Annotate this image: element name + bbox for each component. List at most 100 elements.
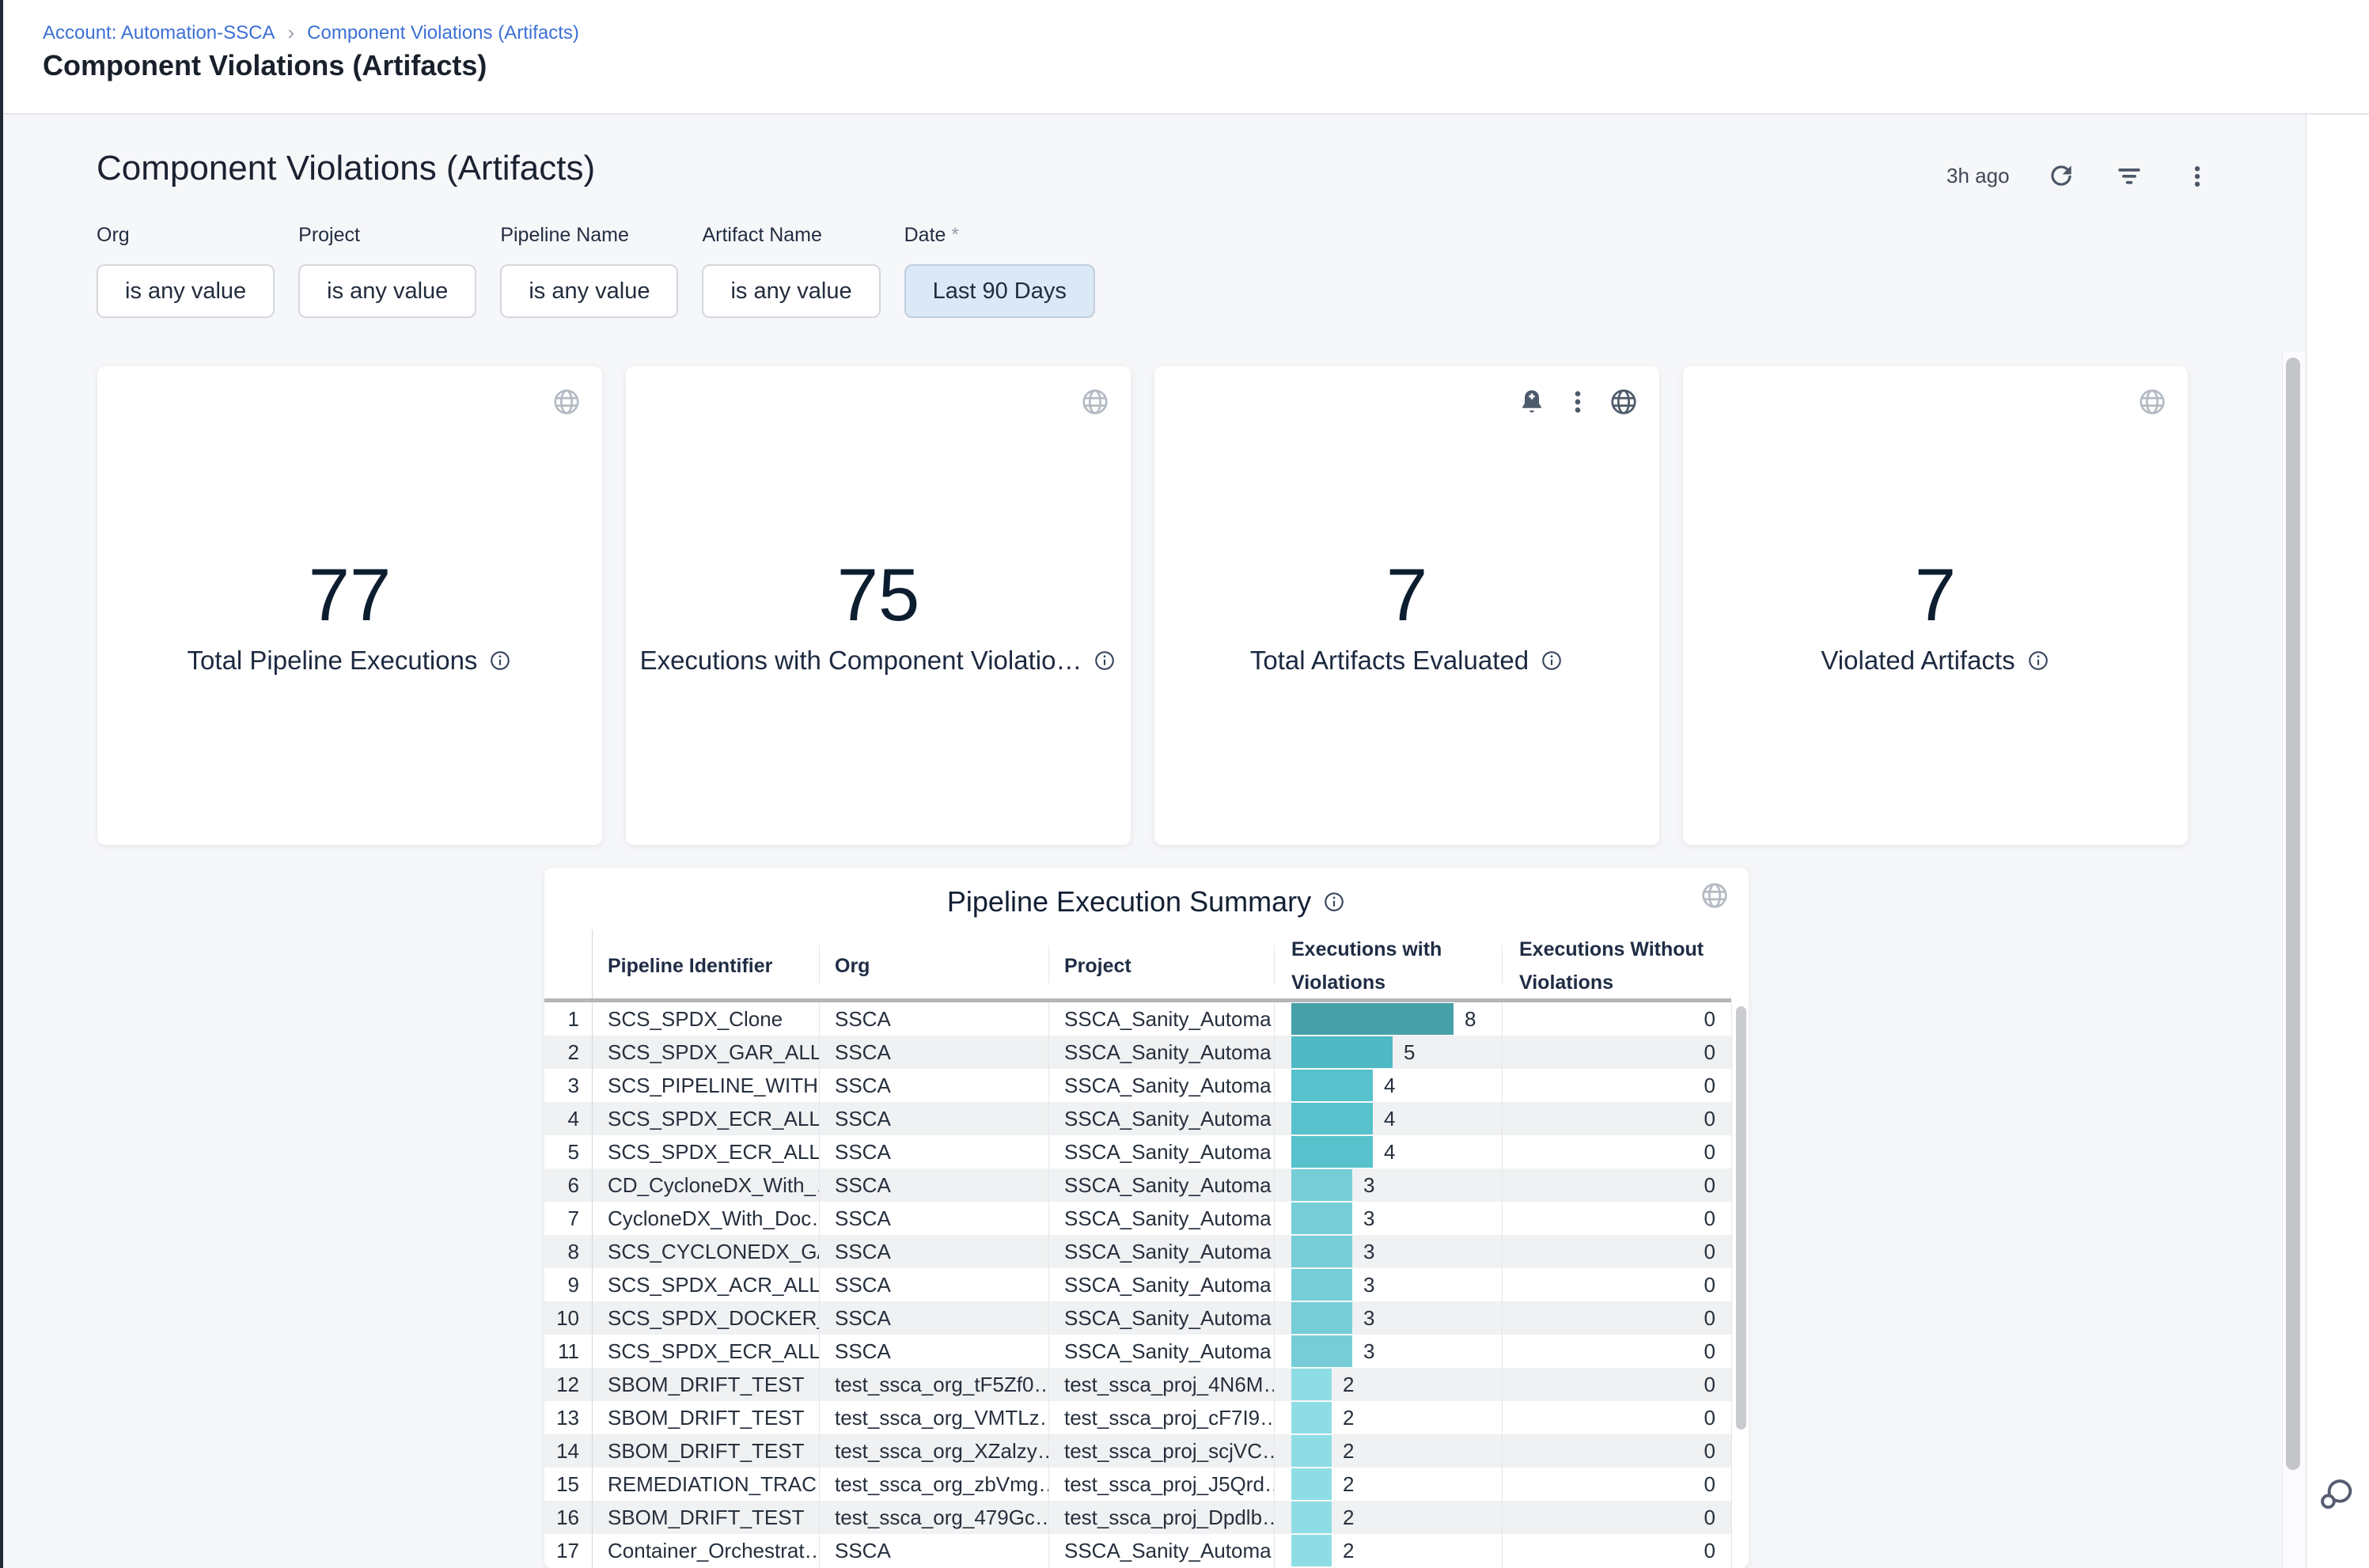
table-row[interactable]: 10 SCS_SPDX_DOCKER_… SSCA SSCA_Sanity_Au… <box>544 1301 1731 1335</box>
breadcrumb-account-link[interactable]: Account: Automation-SSCA <box>43 22 275 44</box>
cell-org: test_ssca_org_VMTLz… <box>819 1406 1048 1430</box>
cell-without-violations: 0 <box>1502 1539 1731 1563</box>
column-divider <box>1048 1002 1049 1568</box>
violations-bar[interactable] <box>1291 1003 1454 1035</box>
refresh-icon <box>2046 161 2076 191</box>
app-window: Account: Automation-SSCA › Component Vio… <box>0 0 2369 1568</box>
info-icon[interactable] <box>1540 649 1564 672</box>
violations-bar[interactable] <box>1291 1435 1332 1467</box>
filter-value-button[interactable]: is any value <box>500 264 678 318</box>
cell-with-violations: 3 <box>1363 1206 1374 1231</box>
cell-without-violations: 0 <box>1502 1040 1731 1065</box>
filter-value-button[interactable]: is any value <box>298 264 476 318</box>
kpi-card: 7 Violated Artifacts <box>1683 366 2188 845</box>
cell-pipeline: REMEDIATION_TRAC… <box>592 1472 819 1497</box>
info-icon[interactable] <box>1322 890 1346 914</box>
globe-icon[interactable] <box>2137 387 2167 417</box>
cell-org: test_ssca_org_zbVmg… <box>819 1472 1048 1497</box>
column-header-project[interactable]: Project <box>1048 949 1274 983</box>
filter-value-button[interactable]: Last 90 Days <box>904 264 1095 318</box>
table-row[interactable]: 1 SCS_SPDX_Clone SSCA SSCA_Sanity_Automa… <box>544 1002 1731 1036</box>
table-row[interactable]: 15 REMEDIATION_TRAC… test_ssca_org_zbVmg… <box>544 1468 1731 1501</box>
cell-without-violations: 0 <box>1502 1306 1731 1331</box>
cell-project: test_ssca_proj_4N6M… <box>1048 1373 1274 1397</box>
globe-icon[interactable] <box>552 387 582 417</box>
violations-bar[interactable] <box>1291 1169 1352 1201</box>
cell-pipeline: Container_Orchestrat… <box>592 1539 819 1563</box>
violations-bar[interactable] <box>1291 1502 1332 1533</box>
violations-bar[interactable] <box>1291 1302 1352 1334</box>
cell-pipeline: SCS_SPDX_ECR_ALL_… <box>592 1339 819 1364</box>
table-row[interactable]: 13 SBOM_DRIFT_TEST test_ssca_org_VMTLz… … <box>544 1401 1731 1434</box>
chat-help-button[interactable] <box>2315 1475 2356 1516</box>
table-row[interactable]: 11 SCS_SPDX_ECR_ALL_… SSCA SSCA_Sanity_A… <box>544 1335 1731 1368</box>
table-scrollbar-thumb[interactable] <box>1736 1006 1746 1430</box>
cell-without-violations: 0 <box>1502 1406 1731 1430</box>
cell-project: test_ssca_proj_scjVC… <box>1048 1439 1274 1464</box>
table-row[interactable]: 3 SCS_PIPELINE_WITH… SSCA SSCA_Sanity_Au… <box>544 1069 1731 1102</box>
row-index: 16 <box>544 1506 592 1530</box>
column-header-with-violations[interactable]: Executions with Violations <box>1274 933 1502 999</box>
table-row[interactable]: 14 SBOM_DRIFT_TEST test_ssca_org_XZalzy…… <box>544 1434 1731 1468</box>
column-header-without-violations[interactable]: Executions Without Violations <box>1502 933 1731 999</box>
table-row[interactable]: 7 CycloneDX_With_Doc… SSCA SSCA_Sanity_A… <box>544 1202 1731 1235</box>
table-row[interactable]: 2 SCS_SPDX_GAR_ALL… SSCA SSCA_Sanity_Aut… <box>544 1036 1731 1069</box>
violations-bar[interactable] <box>1291 1269 1352 1301</box>
info-icon[interactable] <box>488 649 512 672</box>
dashboard-menu-button[interactable] <box>2181 159 2214 192</box>
violations-bar[interactable] <box>1291 1369 1332 1400</box>
violations-bar[interactable] <box>1291 1468 1332 1500</box>
info-icon[interactable] <box>1093 649 1116 672</box>
cell-with-violations: 2 <box>1343 1406 1354 1430</box>
row-index: 4 <box>544 1107 592 1131</box>
violations-bar[interactable] <box>1291 1070 1373 1101</box>
alert-bell-icon[interactable] <box>1517 387 1547 417</box>
column-header-org[interactable]: Org <box>819 949 1048 983</box>
table-row[interactable]: 8 SCS_CYCLONEDX_GA… SSCA SSCA_Sanity_Aut… <box>544 1235 1731 1268</box>
cell-with-violations: 4 <box>1384 1107 1395 1131</box>
kpi-cards-row: 77 Total Pipeline Executions 75 Executio… <box>97 366 2188 845</box>
globe-icon[interactable] <box>1609 387 1639 417</box>
dashboard-filters-button[interactable] <box>2113 159 2146 192</box>
refresh-button[interactable] <box>2045 159 2078 192</box>
violations-bar[interactable] <box>1291 1402 1332 1434</box>
filter-group: Artifact Name * is any value <box>702 224 880 318</box>
cell-org: SSCA <box>819 1140 1048 1165</box>
violations-bar[interactable] <box>1291 1236 1352 1267</box>
column-header-pipeline[interactable]: Pipeline Identifier <box>592 949 819 983</box>
cell-without-violations: 0 <box>1502 1373 1731 1397</box>
globe-icon[interactable] <box>1700 881 1730 911</box>
violations-bar[interactable] <box>1291 1535 1332 1566</box>
cell-org: SSCA <box>819 1007 1048 1032</box>
breadcrumb-page-link[interactable]: Component Violations (Artifacts) <box>307 22 579 44</box>
cell-with-violations: 2 <box>1343 1472 1354 1497</box>
table-row[interactable]: 5 SCS_SPDX_ECR_ALL_… SSCA SSCA_Sanity_Au… <box>544 1135 1731 1168</box>
cell-with-violations: 3 <box>1363 1240 1374 1264</box>
cell-pipeline: SCS_SPDX_ECR_ALL_… <box>592 1107 819 1131</box>
cell-without-violations: 0 <box>1502 1173 1731 1198</box>
kebab-menu-icon[interactable] <box>1563 387 1593 417</box>
breadcrumb: Account: Automation-SSCA › Component Vio… <box>43 21 579 45</box>
main-scrollbar-thumb[interactable] <box>2286 358 2300 1470</box>
dashboard-controls: 3h ago <box>1946 157 2214 195</box>
column-divider <box>1502 1002 1503 1568</box>
table-row[interactable]: 12 SBOM_DRIFT_TEST test_ssca_org_tF5Zf0…… <box>544 1368 1731 1401</box>
filter-value-button[interactable]: is any value <box>702 264 880 318</box>
violations-bar[interactable] <box>1291 1036 1393 1068</box>
kebab-menu-icon <box>2183 161 2212 190</box>
filter-value-button[interactable]: is any value <box>97 264 275 318</box>
table-row[interactable]: 17 Container_Orchestrat… SSCA SSCA_Sanit… <box>544 1534 1731 1567</box>
violations-bar[interactable] <box>1291 1136 1373 1168</box>
info-icon[interactable] <box>2026 649 2050 672</box>
violations-bar[interactable] <box>1291 1335 1352 1367</box>
globe-icon[interactable] <box>1080 387 1110 417</box>
table-row[interactable]: 16 SBOM_DRIFT_TEST test_ssca_org_479Gc… … <box>544 1501 1731 1534</box>
violations-bar[interactable] <box>1291 1203 1352 1234</box>
table-row[interactable]: 9 SCS_SPDX_ACR_ALL… SSCA SSCA_Sanity_Aut… <box>544 1268 1731 1301</box>
cell-with-violations: 2 <box>1343 1439 1354 1464</box>
violations-bar[interactable] <box>1291 1103 1373 1134</box>
table-row[interactable]: 6 CD_CycloneDX_With_… SSCA SSCA_Sanity_A… <box>544 1168 1731 1202</box>
kpi-value: 75 <box>837 556 920 634</box>
column-divider <box>819 1002 820 1568</box>
table-row[interactable]: 4 SCS_SPDX_ECR_ALL_… SSCA SSCA_Sanity_Au… <box>544 1102 1731 1135</box>
